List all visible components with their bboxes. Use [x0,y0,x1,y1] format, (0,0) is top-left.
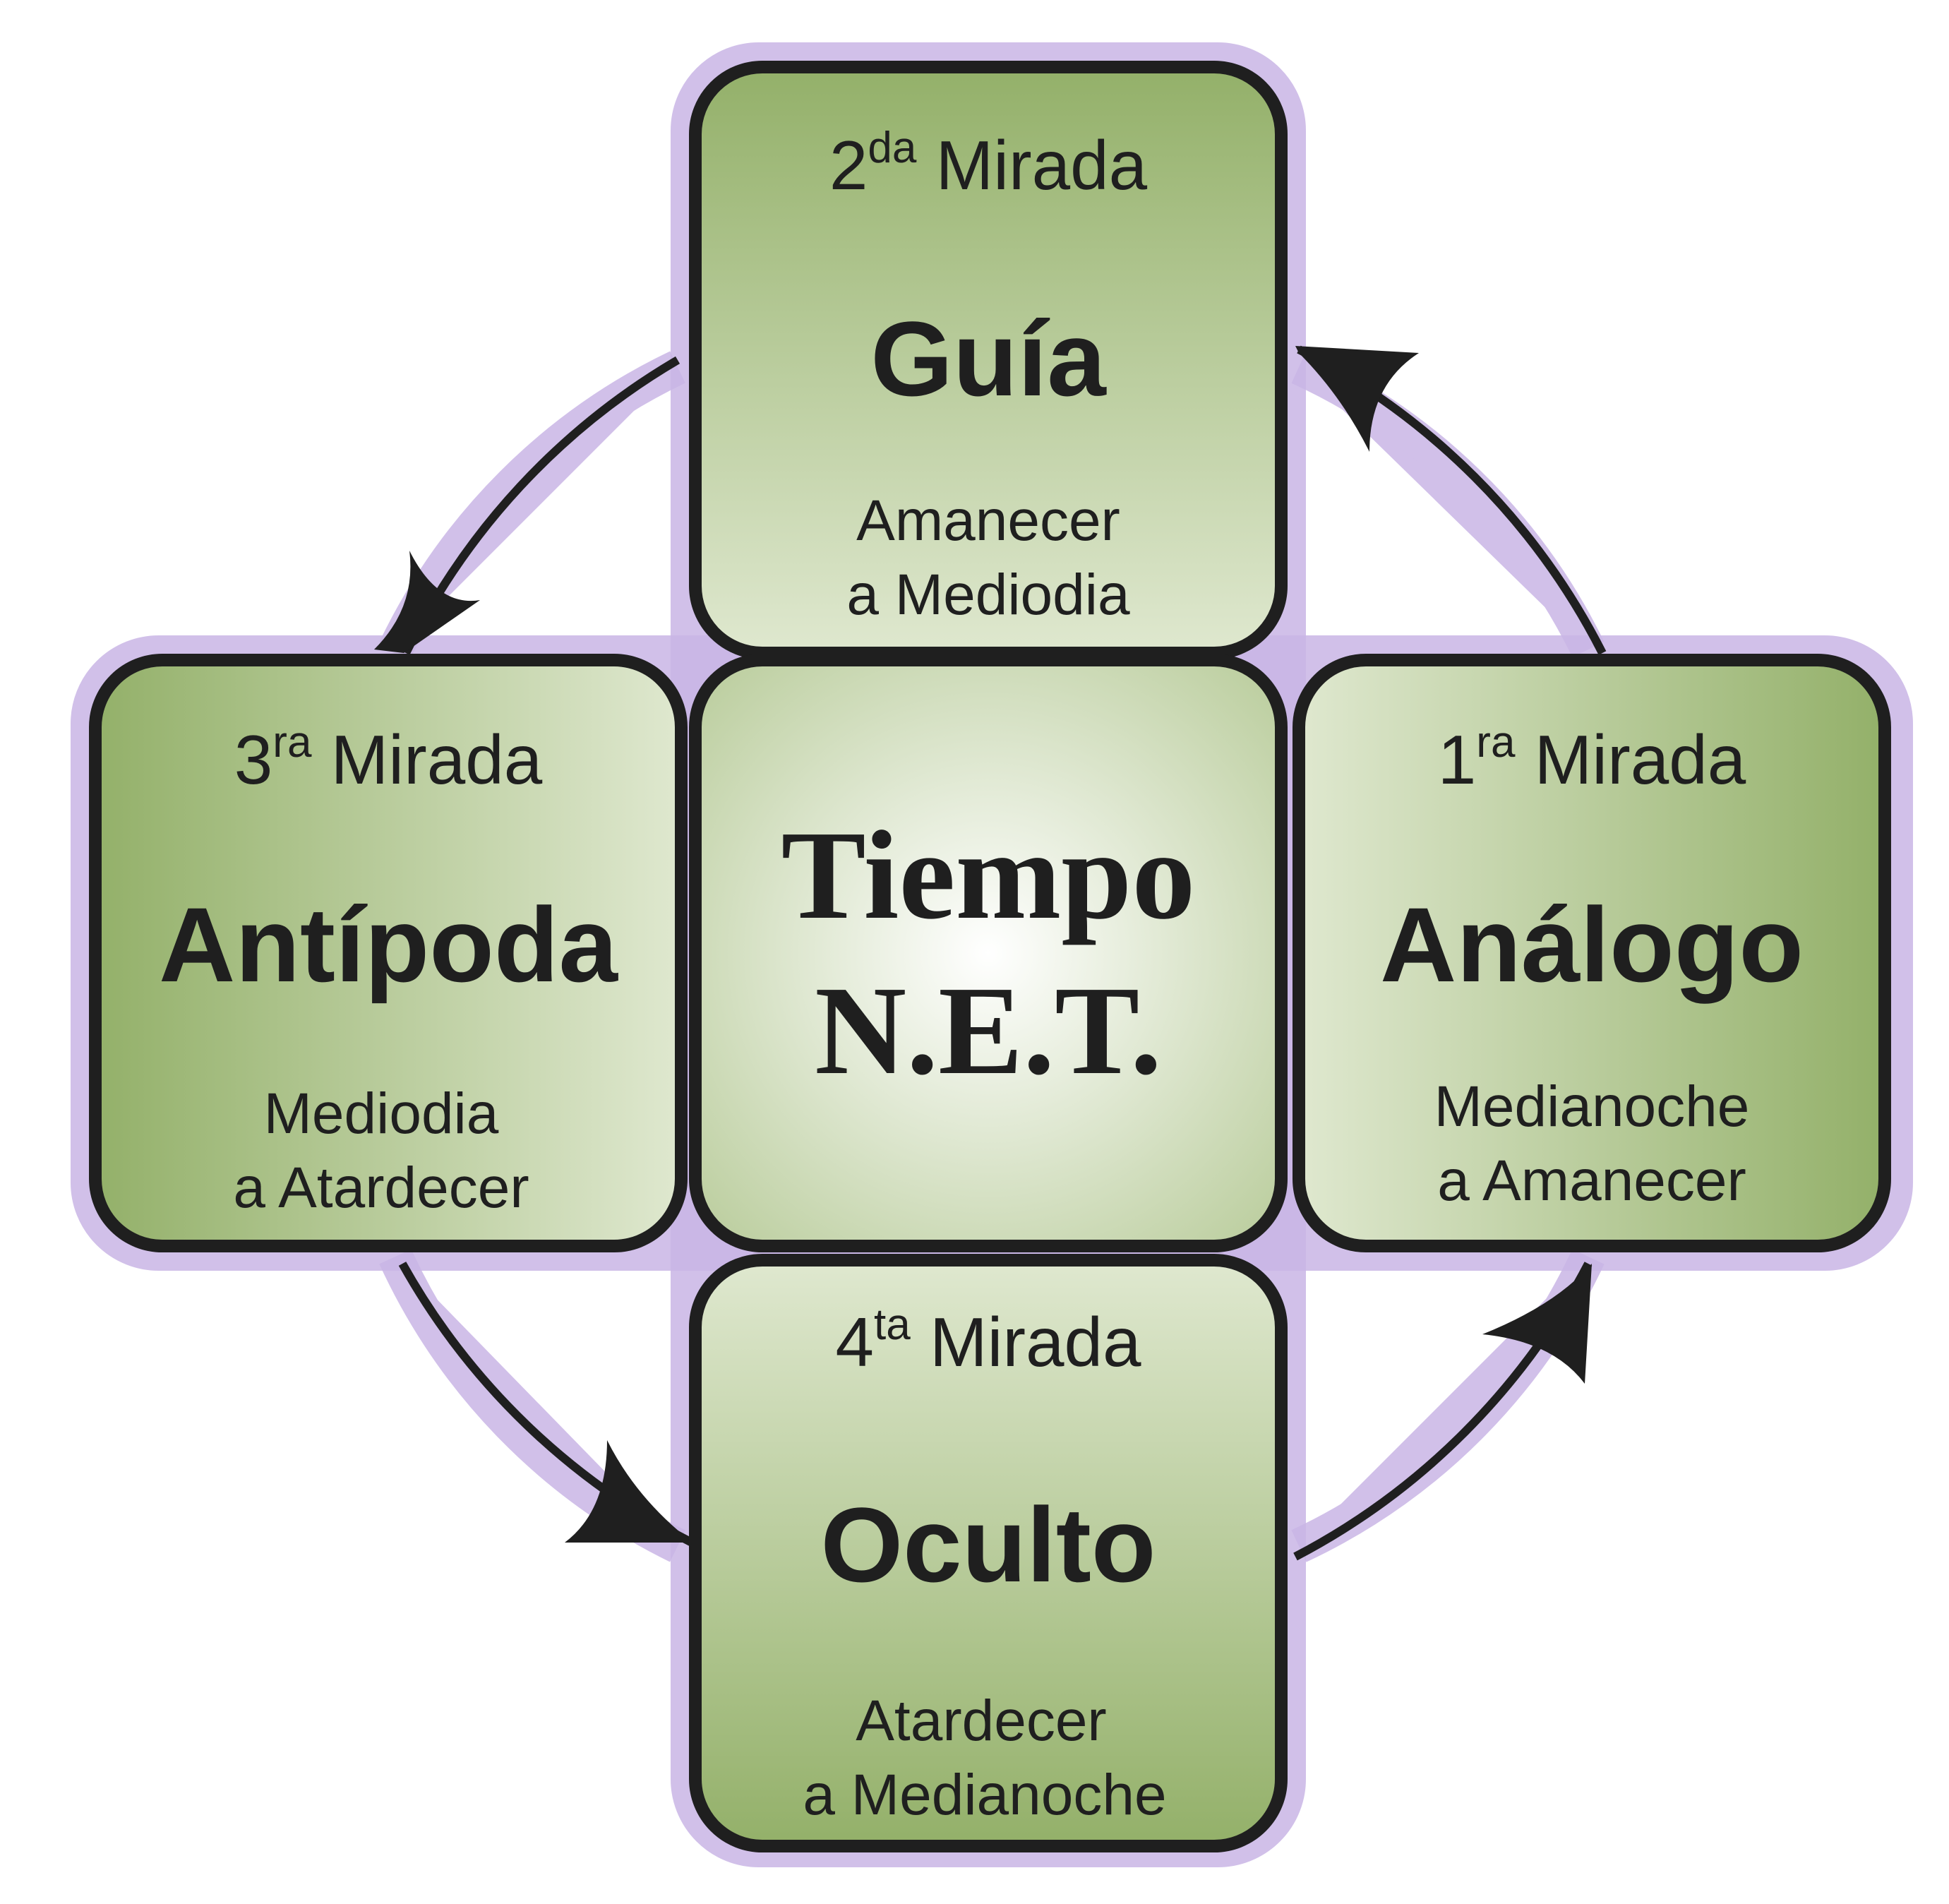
stage-box-analogo: 1ra Mirada Análogo Medianoche a Amanecer [1293,654,1891,1252]
stage-ordinal: 4ta Mirada [835,1300,1141,1381]
arrow-head-left [374,551,480,653]
arc-bottom-left [398,1262,694,1547]
stage-ordinal: 3ra Mirada [234,718,543,798]
arrow-head-bottom [565,1440,692,1543]
stage-ordinal: 2da Mirada [829,124,1148,204]
stage-box-oculto: 4ta Mirada Oculto Atardecer a Medianoche [689,1254,1288,1852]
stage-period-line1: Atardecer [856,1689,1107,1753]
stage-name: Antípoda [159,885,618,1004]
stage-period-line2: a Atardecer [233,1156,529,1220]
stage-period-line2: a Medianoche [803,1763,1166,1827]
arrow-head-right [1482,1264,1592,1384]
stage-box-guia: 2da Mirada Guía Amanecer a Mediodia [689,61,1288,659]
stage-box-antipoda: 3ra Mirada Antípoda Mediodia a Atardecer [89,654,688,1252]
arrow-head-top [1295,346,1419,452]
cycle-arrows [374,345,1607,1561]
center-title-line1: Tiempo [781,805,1196,945]
center-title-line2: N.E.T. [815,960,1162,1101]
stage-period-line2: a Amanecer [1437,1149,1746,1213]
center-box: Tiempo N.E.T. [689,654,1288,1252]
stage-ordinal: 1ra Mirada [1438,718,1746,798]
stage-name: Análogo [1380,885,1804,1004]
stage-period-line1: Amanecer [856,489,1120,553]
stage-period-line1: Medianoche [1434,1074,1750,1139]
stage-period-line1: Mediodia [264,1082,499,1146]
stage-period-line2: a Mediodia [846,563,1130,627]
stage-name: Oculto [821,1485,1156,1604]
stage-name: Guía [870,299,1107,418]
